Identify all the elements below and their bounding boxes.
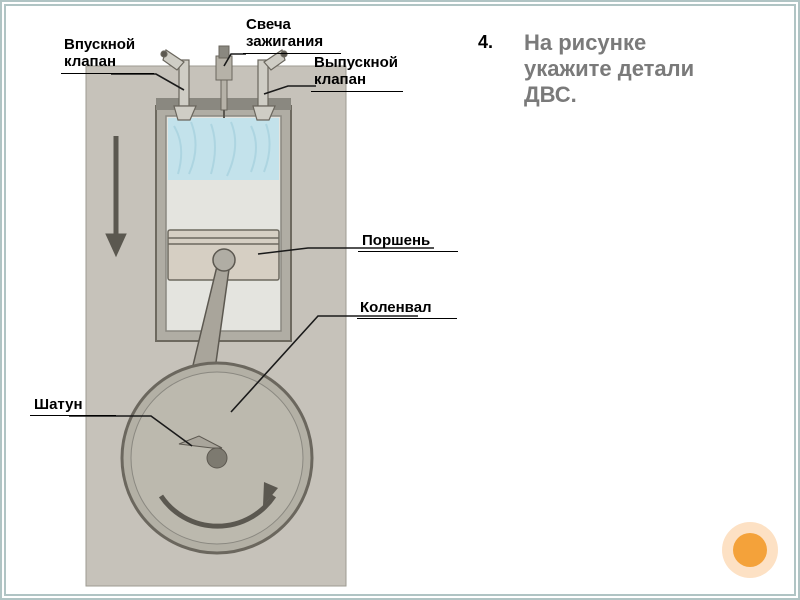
label-piston: Поршень — [362, 232, 430, 249]
slide-frame: 4. На рисунке укажите детали ДВС. — [0, 0, 800, 600]
label-intake-valve: Впускной клапан — [64, 36, 135, 71]
label-conrod: Шатун — [34, 396, 83, 413]
underline-intake-valve — [61, 73, 154, 74]
underline-crankshaft — [357, 318, 457, 319]
underline-exhaust-valve — [311, 91, 403, 92]
underline-piston — [358, 251, 458, 252]
underline-conrod — [30, 415, 116, 416]
corner-dot — [733, 533, 767, 567]
task-text: На рисунке укажите детали ДВС. — [524, 30, 694, 108]
label-exhaust-valve: Выпускной клапан — [314, 54, 398, 89]
label-spark-plug: Свеча зажигания — [246, 16, 323, 51]
label-crankshaft: Коленвал — [360, 299, 432, 316]
